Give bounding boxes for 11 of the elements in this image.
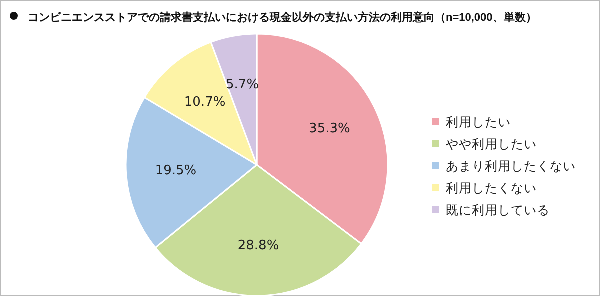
data-label: 28.8% [238, 238, 280, 254]
data-label: 19.5% [155, 163, 197, 178]
data-label: 35.3% [309, 121, 350, 136]
legend-label: あまり利用したくない [446, 158, 576, 174]
data-label: 5.7% [226, 78, 260, 93]
legend-label: 利用したい [446, 114, 511, 130]
chart-title: コンビニエンスストアでの請求書支払いにおける現金以外の支払い方法の利用意向（n=10,000、単数） [28, 11, 537, 24]
legend-label: やや利用したい [446, 136, 537, 152]
legend-label: 利用したくない [446, 180, 537, 196]
legend-label: 既に利用している [446, 202, 550, 218]
data-label: 10.7% [184, 95, 226, 110]
